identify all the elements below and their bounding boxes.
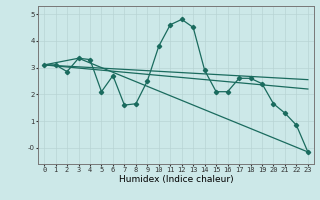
X-axis label: Humidex (Indice chaleur): Humidex (Indice chaleur) bbox=[119, 175, 233, 184]
